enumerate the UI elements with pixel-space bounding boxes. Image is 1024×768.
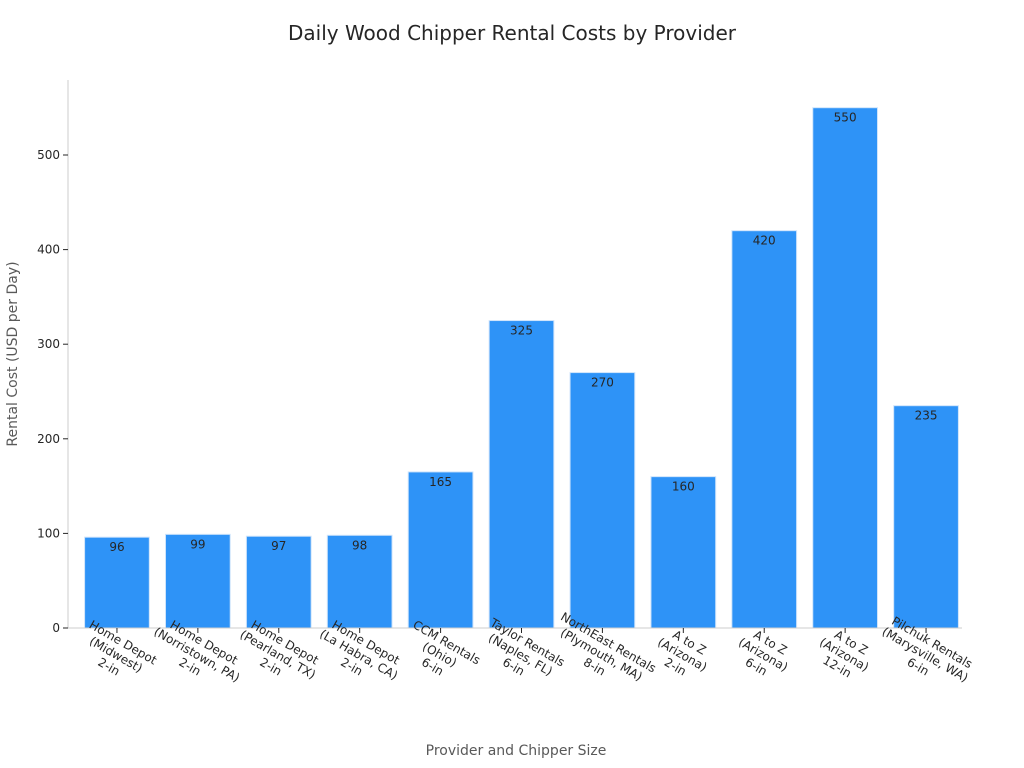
y-tick-label: 200 — [37, 432, 60, 446]
x-tick-label: A to Z(Arizona)6-in — [729, 623, 797, 687]
bar — [812, 107, 878, 629]
bar — [650, 476, 717, 629]
bar-value-label: 165 — [429, 475, 452, 489]
bar-value-label: 235 — [915, 409, 938, 423]
y-tick-label: 400 — [37, 243, 60, 257]
bar — [488, 320, 555, 629]
x-tick-label: A to Z(Arizona)12-in — [810, 623, 878, 687]
y-axis-label: Rental Cost (USD per Day) — [5, 261, 21, 446]
bar — [84, 536, 150, 629]
bar — [893, 405, 959, 629]
bar-value-label: 420 — [753, 234, 776, 248]
bar — [407, 471, 474, 629]
bar-value-label: 270 — [591, 376, 614, 390]
x-tick-label: CCM Rentals(Ohio)6-in — [396, 618, 482, 692]
chart-title: Daily Wood Chipper Rental Costs by Provi… — [288, 21, 737, 45]
bar-value-label: 97 — [271, 539, 286, 553]
bar — [326, 534, 393, 629]
bar — [569, 372, 636, 629]
bar-value-label: 96 — [109, 540, 124, 554]
bar-value-label: 160 — [672, 480, 695, 494]
x-tick-label: A to Z(Arizona)2-in — [648, 623, 716, 687]
bar — [245, 535, 312, 629]
bar — [731, 230, 798, 629]
x-axis-label: Provider and Chipper Size — [426, 743, 607, 759]
plot-area: 96 99 97 98 165 325 270 160 420 550 235 — [84, 107, 959, 629]
y-tick-label: 300 — [37, 337, 60, 351]
bar-value-label: 550 — [834, 111, 857, 125]
y-tick-label: 500 — [37, 148, 60, 162]
bar-value-label: 325 — [510, 324, 533, 338]
y-tick-label: 100 — [37, 526, 60, 540]
y-tick-label: 0 — [52, 621, 60, 635]
y-axis-ticks: 0 100 200 300 400 500 — [37, 148, 68, 635]
bar-value-label: 98 — [352, 538, 367, 552]
bar — [165, 533, 231, 629]
x-tick-label: Home Depot(Midwest)2-in — [73, 618, 160, 692]
bar-value-label: 99 — [190, 537, 205, 551]
